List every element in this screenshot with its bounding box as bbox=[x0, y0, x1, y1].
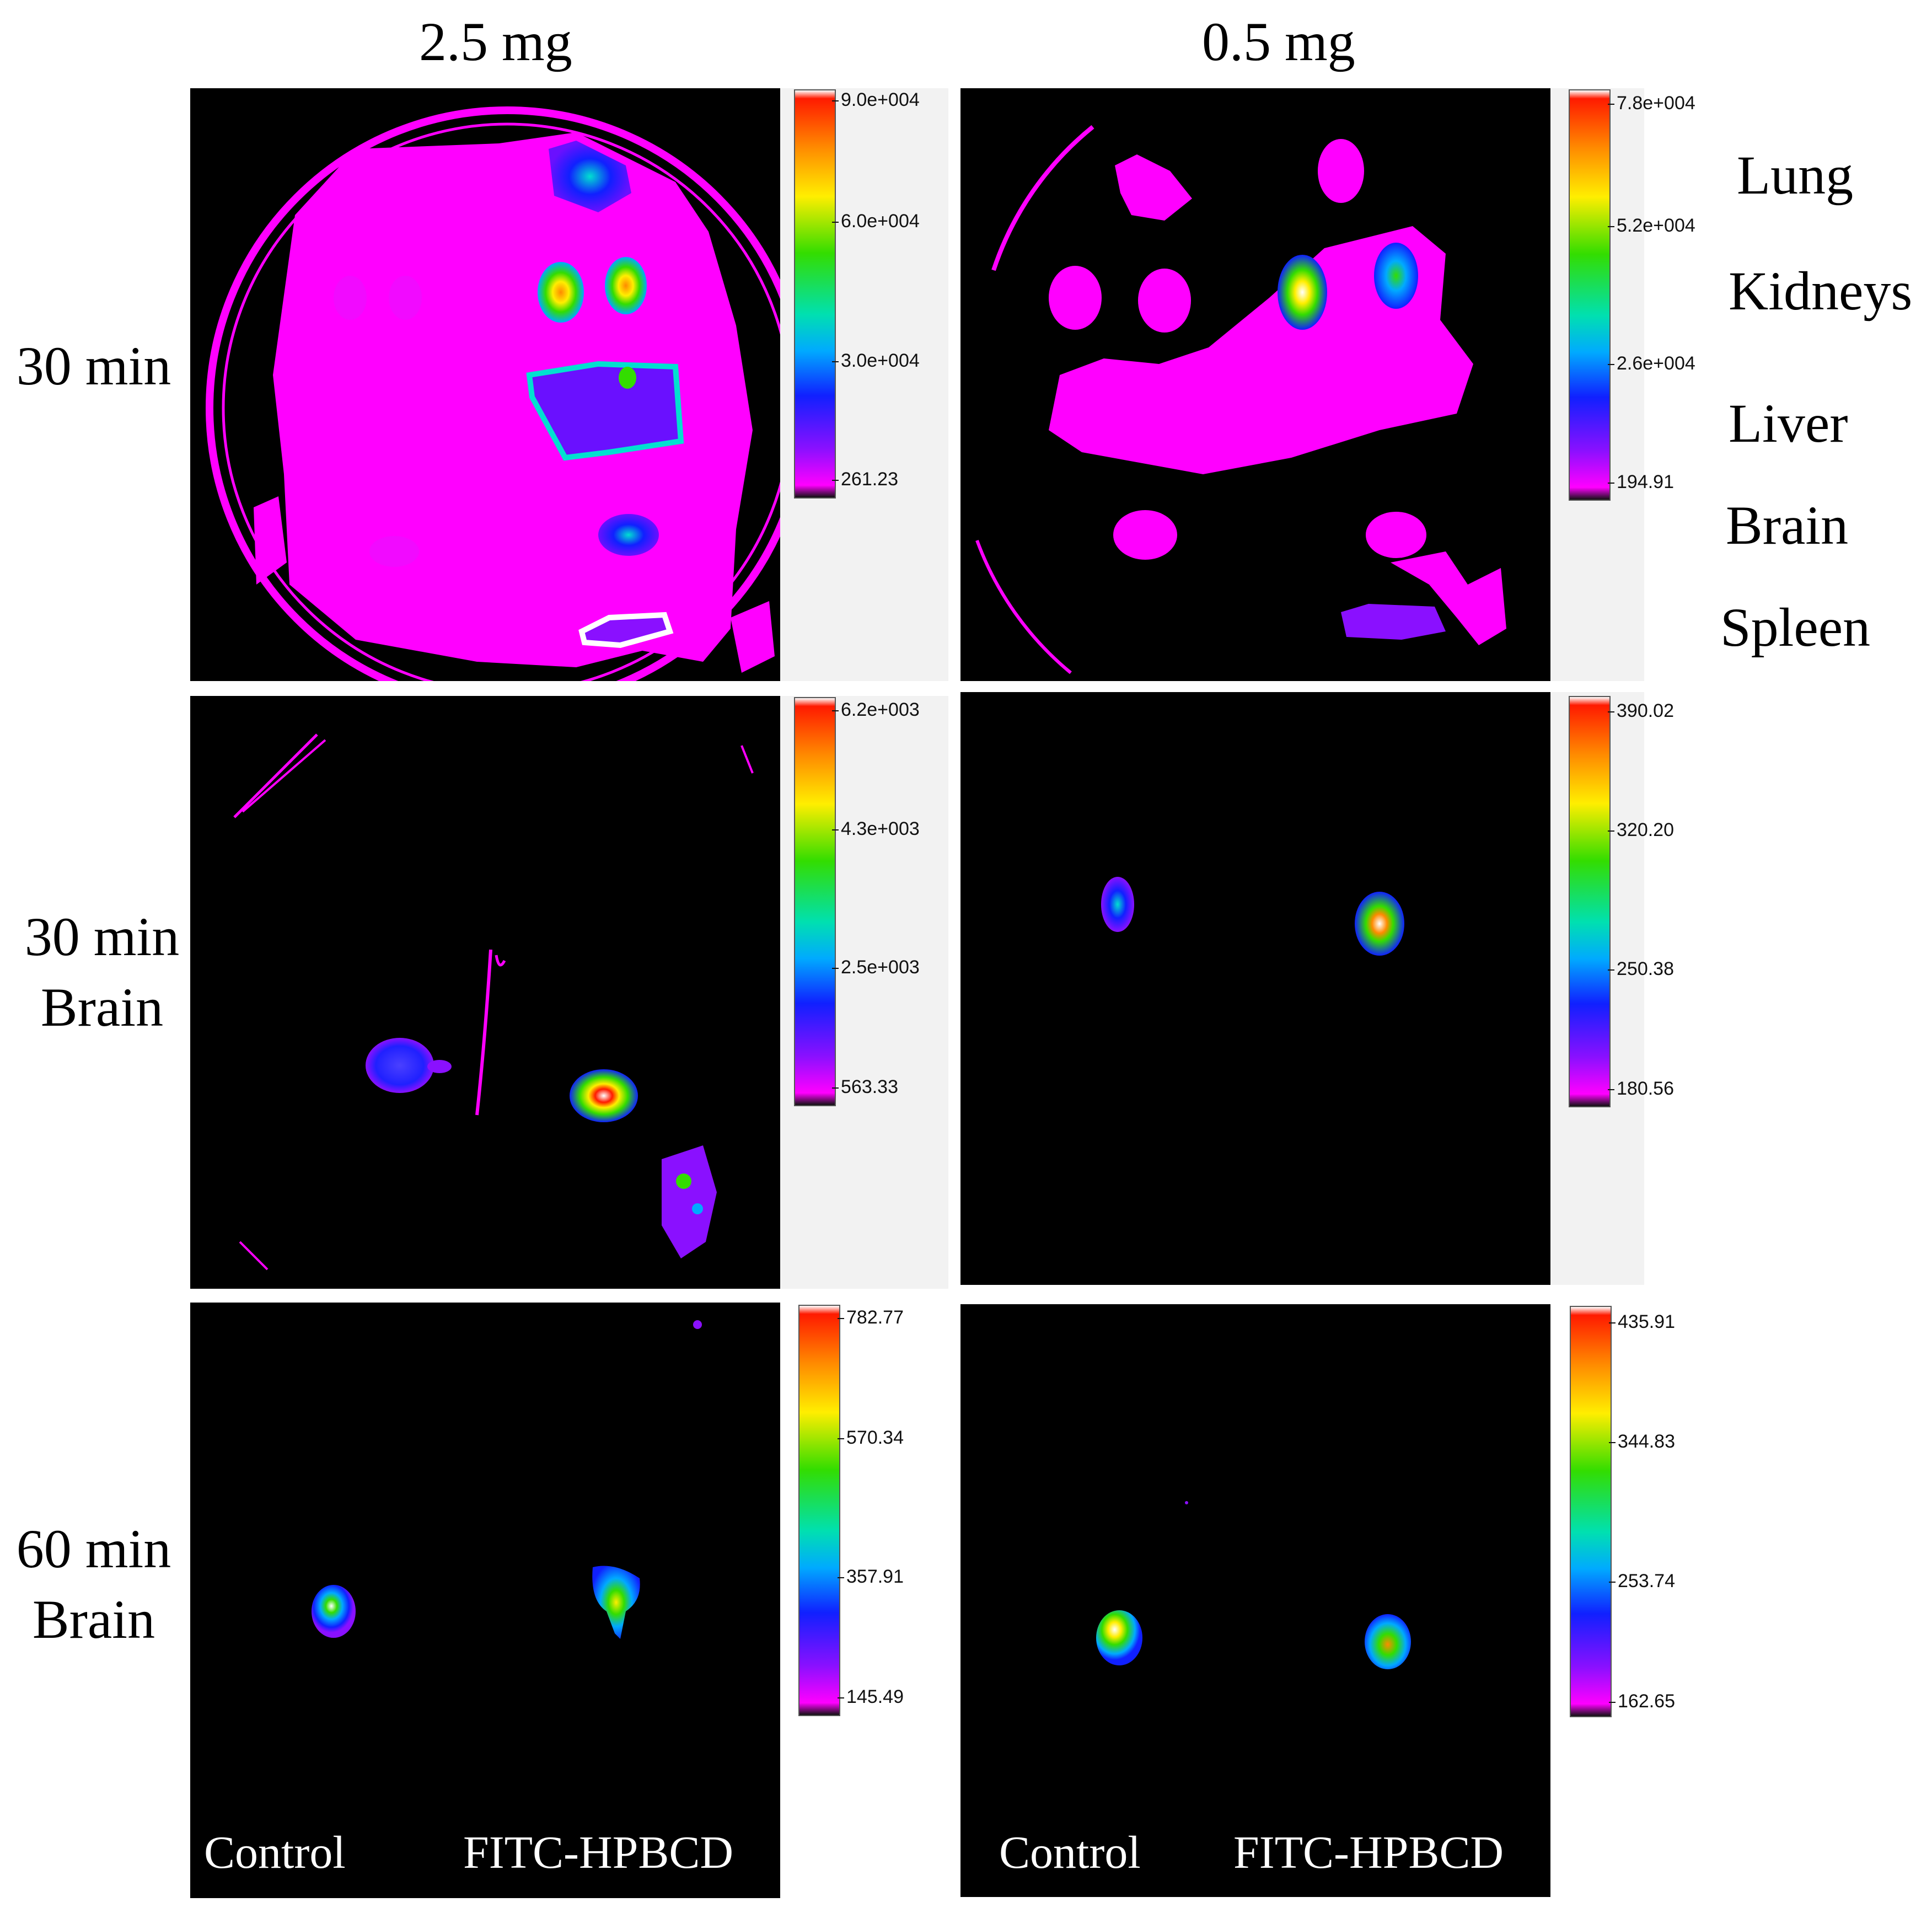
image-panel-r3-left: Control FITC-HPBCD bbox=[190, 1303, 780, 1898]
row-label-3-line1: 60 min bbox=[16, 1518, 171, 1579]
group-label-control-r3-right: Control bbox=[999, 1827, 1141, 1878]
row-label-1: 30 min bbox=[3, 331, 185, 401]
group-label-treated-r3-right: FITC-HPBCD bbox=[1233, 1827, 1504, 1878]
scale-tick-r2-left-1: 4.3e+003 bbox=[832, 818, 920, 839]
color-scale-bar-r3-left bbox=[798, 1305, 840, 1716]
image-panel-r2-right bbox=[960, 692, 1550, 1285]
image-panel-r1-left bbox=[190, 88, 780, 681]
group-label-treated-r3-left: FITC-HPBCD bbox=[463, 1827, 733, 1878]
color-scale-bar-r2-left bbox=[794, 697, 836, 1106]
organ-label-spleen: Spleen bbox=[1720, 597, 1871, 658]
scale-tick-r2-left-2: 2.5e+003 bbox=[832, 957, 920, 978]
scale-tick-r3-left-2: 357.91 bbox=[838, 1566, 904, 1587]
organ-label-liver: Liver bbox=[1729, 393, 1848, 454]
color-scale-bar-r1-left bbox=[794, 89, 836, 499]
scale-tick-r1-right-2: 2.6e+004 bbox=[1608, 353, 1695, 374]
scale-tick-r1-left-0: 9.0e+004 bbox=[832, 89, 920, 110]
organ-label-lung: Lung bbox=[1737, 144, 1854, 206]
scale-tick-r2-right-2: 250.38 bbox=[1608, 958, 1674, 979]
scale-tick-r1-right-0: 7.8e+004 bbox=[1608, 93, 1695, 114]
organ-label-brain: Brain bbox=[1726, 495, 1849, 556]
column-title-2.5mg: 2.5 mg bbox=[419, 11, 572, 72]
group-label-control-r3-left: Control bbox=[204, 1827, 346, 1878]
color-scale-bar-r2-right bbox=[1569, 696, 1611, 1107]
fluorescence-image-r2-left bbox=[233, 733, 754, 1271]
fluorescence-image-r3-right: Control FITC-HPBCD bbox=[999, 1501, 1504, 1878]
row-label-1-line1: 30 min bbox=[16, 335, 171, 396]
scale-tick-r3-left-3: 145.49 bbox=[838, 1686, 904, 1707]
scale-tick-r3-right-0: 435.91 bbox=[1609, 1311, 1675, 1332]
scale-tick-r2-right-3: 180.56 bbox=[1608, 1078, 1674, 1099]
fluorescence-image-r1-left bbox=[206, 106, 780, 681]
scale-tick-r3-left-1: 570.34 bbox=[838, 1427, 904, 1448]
scale-tick-r1-left-3: 261.23 bbox=[832, 469, 898, 490]
scale-tick-r2-right-0: 390.02 bbox=[1608, 700, 1674, 721]
image-panel-r2-left bbox=[190, 696, 780, 1289]
fluorescence-image-r3-left: Control FITC-HPBCD bbox=[204, 1320, 733, 1878]
row-label-3: 60 min Brain bbox=[3, 1514, 185, 1655]
column-title-0.5mg: 0.5 mg bbox=[1202, 11, 1355, 72]
row-label-2-line2: Brain bbox=[40, 977, 164, 1038]
row-label-2-line1: 30 min bbox=[24, 906, 180, 967]
scale-tick-r3-right-3: 162.65 bbox=[1609, 1691, 1675, 1712]
scale-tick-r3-right-2: 253.74 bbox=[1609, 1571, 1675, 1592]
image-panel-r1-right bbox=[960, 88, 1550, 681]
image-panel-r3-right: Control FITC-HPBCD bbox=[960, 1304, 1550, 1897]
scale-tick-r1-right-3: 194.91 bbox=[1608, 471, 1674, 492]
scale-tick-r2-left-0: 6.2e+003 bbox=[832, 699, 920, 720]
scale-tick-r1-left-1: 6.0e+004 bbox=[832, 211, 920, 232]
scale-tick-r2-right-1: 320.20 bbox=[1608, 819, 1674, 840]
color-scale-bar-r1-right bbox=[1569, 89, 1611, 501]
organ-label-kidneys: Kidneys bbox=[1729, 260, 1913, 321]
scale-tick-r3-right-1: 344.83 bbox=[1609, 1431, 1675, 1452]
fluorescence-image-r2-right bbox=[1101, 877, 1404, 956]
scale-tick-r3-left-0: 782.77 bbox=[838, 1307, 904, 1328]
fluorescence-image-r1-right bbox=[975, 125, 1506, 674]
color-scale-bar-r3-right bbox=[1570, 1306, 1612, 1717]
scale-tick-r1-right-1: 5.2e+004 bbox=[1608, 215, 1695, 236]
row-label-3-line2: Brain bbox=[32, 1589, 155, 1650]
scale-tick-r1-left-2: 3.0e+004 bbox=[832, 350, 920, 371]
row-label-2: 30 min Brain bbox=[11, 902, 193, 1043]
scale-tick-r2-left-3: 563.33 bbox=[832, 1076, 898, 1097]
